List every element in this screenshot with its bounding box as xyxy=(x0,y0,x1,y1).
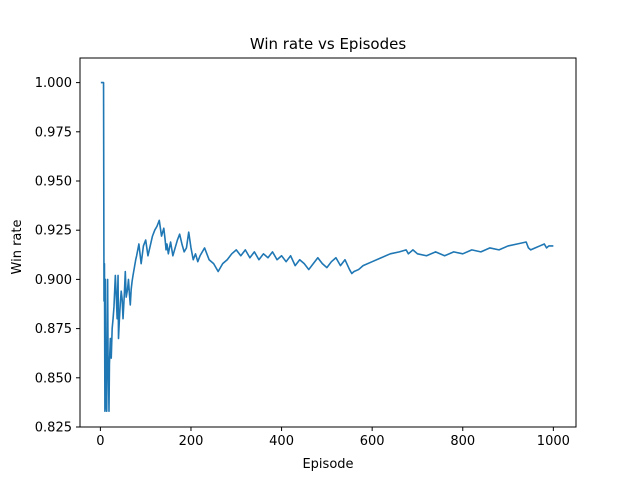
y-axis-label: Win rate xyxy=(10,220,25,275)
axes-frame xyxy=(79,57,577,428)
y-tick-label: 0.975 xyxy=(35,125,72,140)
y-tick-label: 0.850 xyxy=(35,371,72,386)
plot-area xyxy=(79,57,577,428)
series-line-win-rate xyxy=(100,81,554,413)
x-tick-label: 600 xyxy=(360,434,385,449)
y-axis: 0.825 0.850 0.875 0.900 0.925 0.950 0.975 1.000 xyxy=(35,76,80,436)
x-axis: 0 200 400 600 800 1000 xyxy=(96,427,570,449)
y-tick-label: 1.000 xyxy=(35,76,72,91)
y-tick-label: 0.900 xyxy=(35,273,72,288)
y-tick-label: 0.925 xyxy=(35,224,72,239)
y-tick-label: 0.950 xyxy=(35,175,72,190)
x-tick-label: 400 xyxy=(269,434,294,449)
x-tick-label: 1000 xyxy=(537,434,570,449)
chart-title: Win rate vs Episodes xyxy=(250,35,407,53)
x-axis-label: Episode xyxy=(302,457,353,472)
y-tick-label: 0.825 xyxy=(35,421,72,436)
x-tick-label: 800 xyxy=(450,434,475,449)
x-tick-label: 200 xyxy=(179,434,204,449)
y-tick-label: 0.875 xyxy=(35,322,72,337)
x-tick-label: 0 xyxy=(96,434,104,449)
